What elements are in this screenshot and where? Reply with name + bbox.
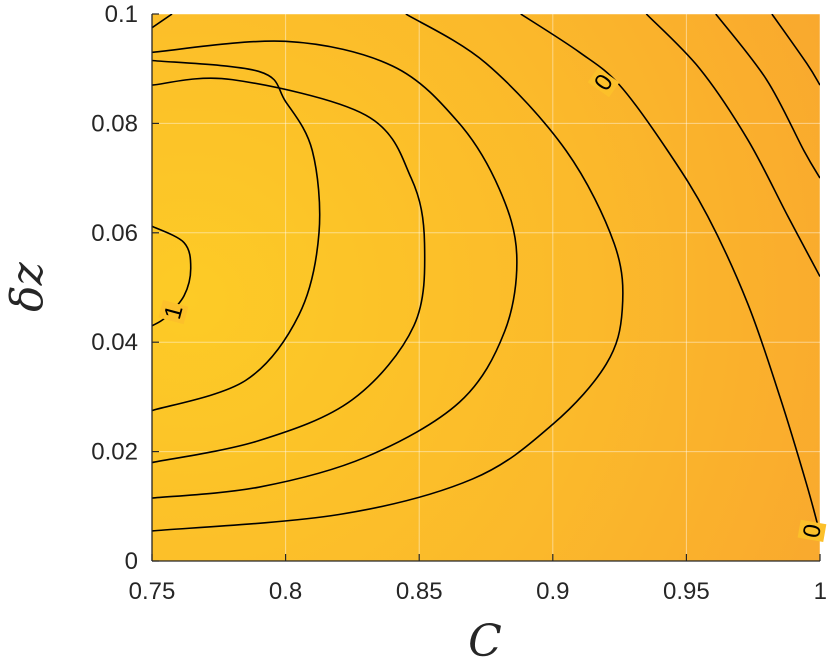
contour-label-bg	[158, 300, 189, 325]
axes: 0.75 0.8 0.85 0.9 0.95 1 0 0.02 0.04 0.06 0.08 0.1	[91, 1, 827, 605]
contour-label-bg	[797, 519, 827, 543]
y-axis-title: δz	[2, 261, 53, 311]
x-axis-title: C	[468, 616, 502, 667]
contour-label-1: 0	[587, 67, 620, 98]
x-tick-label: 0.85	[396, 578, 443, 605]
contour-label-2: 0	[797, 519, 827, 543]
contour-line-9	[771, 14, 820, 86]
contour-line-3	[152, 77, 426, 464]
contour-labels: 1 0 0	[158, 67, 827, 543]
contour-line-1	[152, 14, 173, 29]
y-tick-label: 0	[125, 548, 138, 575]
contour-line-5	[152, 14, 624, 532]
y-tick-label: 0.04	[91, 329, 138, 356]
y-tick-label: 0.08	[91, 110, 138, 137]
x-tick-label: 0.8	[269, 578, 302, 605]
contour-label-text: 0	[798, 522, 827, 540]
contour-label-0: 1	[158, 300, 189, 325]
contour-lines	[152, 14, 820, 534]
x-tick-label: 0.9	[536, 578, 569, 605]
y-tick-label: 0.1	[105, 1, 138, 28]
contour-line-6	[520, 14, 820, 534]
x-tick-label: 1	[814, 578, 827, 605]
plot-area	[152, 14, 820, 561]
x-tick-label: 0.75	[129, 578, 176, 605]
grid-lines	[151, 13, 821, 562]
y-tick-label: 0.06	[91, 220, 138, 247]
contour-line-4	[152, 40, 518, 499]
contour-line-8	[715, 14, 820, 179]
contour-line-2	[152, 59, 321, 412]
contour-line-7	[645, 14, 820, 277]
x-tick-label: 0.95	[663, 578, 710, 605]
contour-label-bg	[587, 67, 620, 98]
y-tick-label: 0.02	[91, 439, 138, 466]
